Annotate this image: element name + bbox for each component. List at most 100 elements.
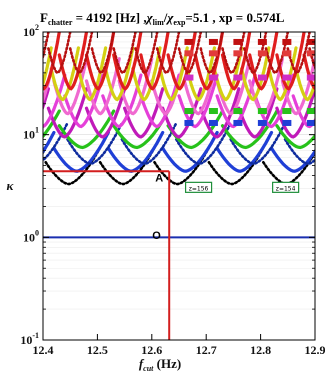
band-block — [184, 50, 194, 57]
x-tick-label: 12.8 — [250, 343, 271, 357]
lobe-curve — [46, 87, 89, 139]
x-tick-label: 12.4 — [33, 343, 54, 357]
y-tick-label: 100 — [23, 228, 39, 244]
lobe-curve — [248, 32, 279, 91]
lobe-curve — [43, 109, 61, 139]
title-chi-1: χ — [145, 10, 154, 25]
lobe-curve — [84, 87, 127, 139]
x-axis-title-unit: (Hz) — [153, 356, 181, 371]
band-block — [208, 108, 218, 115]
band-label-box — [272, 181, 300, 193]
lobe-curve — [240, 46, 271, 102]
lobe-curve — [57, 32, 89, 91]
lobe-curve — [275, 32, 306, 91]
lobe-curve — [177, 32, 203, 75]
lobe-curve — [294, 67, 315, 102]
band-block — [233, 50, 243, 57]
lobe-curve — [123, 87, 165, 139]
lobe-curve — [57, 109, 116, 150]
y-tick-base: 10 — [20, 333, 32, 347]
lobe-curve — [52, 130, 110, 173]
y-tick-exp: 1 — [35, 126, 39, 135]
lobe-curve — [308, 47, 315, 71]
title-text-2: =5.1 , xp = 0.574L — [185, 10, 284, 25]
lobe-curve — [131, 46, 162, 102]
lobe-curve — [237, 87, 279, 139]
lobe-curve — [158, 46, 189, 102]
title-chi-sub-1: lim — [153, 18, 164, 27]
lobe-curve — [68, 32, 94, 75]
marker-label: O — [152, 230, 161, 242]
lobe-curve — [185, 46, 216, 102]
band-block — [233, 38, 243, 45]
y-tick-exp: 0 — [35, 228, 39, 237]
band-block — [306, 38, 315, 45]
band-block — [282, 74, 292, 81]
lobe-curve — [43, 130, 56, 155]
y-tick-exp: -1 — [32, 331, 39, 340]
title-text-1: = 4192 [Hz] , — [72, 10, 146, 25]
lobe-curve — [302, 53, 315, 91]
lobe-curve — [215, 130, 274, 173]
lobes-layer — [43, 32, 315, 186]
lobe-curve — [161, 130, 219, 173]
title-chi-2: χ — [165, 10, 174, 25]
band-block — [257, 74, 267, 81]
lobe-series — [43, 32, 315, 75]
lobe-series — [43, 121, 315, 166]
lobe-curve — [134, 32, 159, 75]
lobe-curve — [106, 130, 165, 173]
lobe-curve — [286, 32, 311, 75]
markers-layer: A Oz=156 z=154 — [152, 172, 300, 242]
lobe-curve — [90, 32, 115, 75]
marker-label: A — [155, 172, 163, 184]
band-block — [306, 108, 315, 115]
lobe-curve — [43, 121, 69, 162]
lobe-curve — [43, 46, 53, 89]
x-axis-title-sub: cut — [143, 364, 154, 372]
lobe-curve — [269, 146, 315, 173]
lobe-curve — [43, 32, 61, 91]
band-block — [282, 38, 292, 45]
band-block — [306, 50, 315, 57]
lobe-curve — [199, 87, 241, 139]
lobe-curve — [139, 32, 170, 91]
lobe-curve — [199, 32, 224, 75]
reference-lines-layer — [43, 170, 315, 340]
title-prefix-sub: chatter — [48, 18, 73, 27]
y-tick-label: 10-1 — [20, 331, 39, 347]
x-tick-label: 12.6 — [141, 343, 162, 357]
plot-frame — [42, 31, 316, 341]
band-block — [184, 74, 194, 81]
band-block — [306, 74, 315, 81]
y-tick-base: 10 — [23, 230, 35, 244]
x-tick-label: 12.7 — [196, 343, 217, 357]
band-block — [257, 38, 267, 45]
x-tick-label: 12.5 — [87, 343, 108, 357]
y-tick-label: 102 — [23, 23, 39, 39]
lobe-curve — [76, 46, 108, 102]
x-tick-label: 12.9 — [305, 343, 325, 357]
x-axis-title: fcut (Hz) — [139, 356, 181, 372]
band-block — [282, 50, 292, 57]
lobe-curve — [275, 124, 315, 150]
y-tick-base: 10 — [23, 25, 35, 39]
band-block — [257, 108, 267, 115]
chart-title: Fchatter = 4192 [Hz] ,χlim/χexp=5.1 , xp… — [40, 10, 285, 27]
lobe-series — [43, 130, 315, 173]
lobe-curve — [104, 46, 135, 102]
band-block — [208, 74, 218, 81]
lobe-curve — [120, 121, 178, 166]
y-tick-label: 101 — [23, 126, 39, 142]
title-slash: / — [163, 10, 168, 25]
lobe-curve — [175, 121, 232, 166]
band-label-box — [184, 181, 213, 193]
band-block — [208, 119, 218, 126]
lobe-curve — [66, 121, 124, 166]
band-block — [208, 50, 218, 57]
lobe-curve — [47, 32, 72, 75]
x-axis-title-main: f — [139, 356, 145, 371]
lobe-curve — [101, 73, 143, 129]
